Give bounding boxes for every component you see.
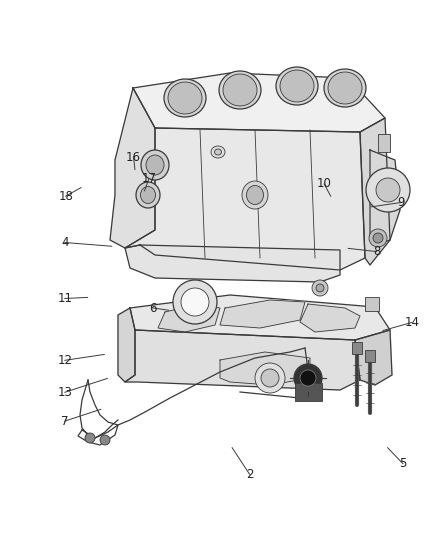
Text: 13: 13: [57, 386, 72, 399]
Text: 10: 10: [317, 177, 332, 190]
Polygon shape: [158, 305, 220, 332]
Ellipse shape: [168, 82, 202, 114]
Circle shape: [316, 284, 324, 292]
Ellipse shape: [242, 181, 268, 209]
Ellipse shape: [215, 149, 222, 155]
FancyBboxPatch shape: [378, 134, 390, 152]
Circle shape: [373, 233, 383, 243]
Polygon shape: [370, 150, 400, 245]
Text: 16: 16: [126, 151, 141, 164]
Ellipse shape: [247, 185, 264, 205]
Polygon shape: [355, 330, 392, 385]
Polygon shape: [118, 308, 135, 382]
Text: 12: 12: [57, 354, 72, 367]
FancyBboxPatch shape: [365, 297, 379, 311]
Text: 5: 5: [399, 457, 406, 470]
Polygon shape: [125, 330, 360, 390]
Ellipse shape: [141, 187, 155, 204]
Polygon shape: [220, 300, 305, 328]
Text: 14: 14: [404, 316, 419, 329]
Ellipse shape: [164, 79, 206, 117]
Circle shape: [300, 370, 316, 386]
Text: 8: 8: [373, 245, 380, 258]
Ellipse shape: [328, 72, 362, 104]
Ellipse shape: [141, 150, 169, 180]
Circle shape: [85, 433, 95, 443]
Circle shape: [366, 168, 410, 212]
Polygon shape: [110, 88, 155, 248]
Ellipse shape: [324, 69, 366, 107]
Polygon shape: [360, 118, 390, 265]
Circle shape: [312, 280, 328, 296]
Ellipse shape: [146, 155, 164, 175]
Polygon shape: [133, 73, 385, 132]
Circle shape: [261, 369, 279, 387]
FancyBboxPatch shape: [365, 350, 375, 362]
Text: 11: 11: [57, 292, 72, 305]
Ellipse shape: [276, 67, 318, 105]
Circle shape: [294, 364, 322, 392]
Ellipse shape: [211, 146, 225, 158]
Text: 6: 6: [149, 302, 157, 314]
Polygon shape: [125, 128, 365, 270]
FancyBboxPatch shape: [295, 383, 322, 401]
Text: 18: 18: [58, 190, 73, 203]
Circle shape: [173, 280, 217, 324]
Text: 2: 2: [246, 468, 254, 481]
Polygon shape: [130, 295, 390, 340]
Ellipse shape: [219, 71, 261, 109]
Circle shape: [100, 435, 110, 445]
Ellipse shape: [223, 74, 257, 106]
Ellipse shape: [280, 70, 314, 102]
Polygon shape: [220, 352, 310, 385]
Circle shape: [181, 288, 209, 316]
Circle shape: [255, 363, 285, 393]
Polygon shape: [125, 245, 340, 282]
Circle shape: [376, 178, 400, 202]
Polygon shape: [300, 304, 360, 332]
Circle shape: [369, 229, 387, 247]
Text: 9: 9: [397, 196, 405, 209]
Ellipse shape: [136, 182, 160, 208]
Text: 4: 4: [61, 236, 69, 249]
Text: 7: 7: [61, 415, 69, 427]
FancyBboxPatch shape: [352, 342, 362, 354]
Text: 17: 17: [141, 172, 156, 185]
